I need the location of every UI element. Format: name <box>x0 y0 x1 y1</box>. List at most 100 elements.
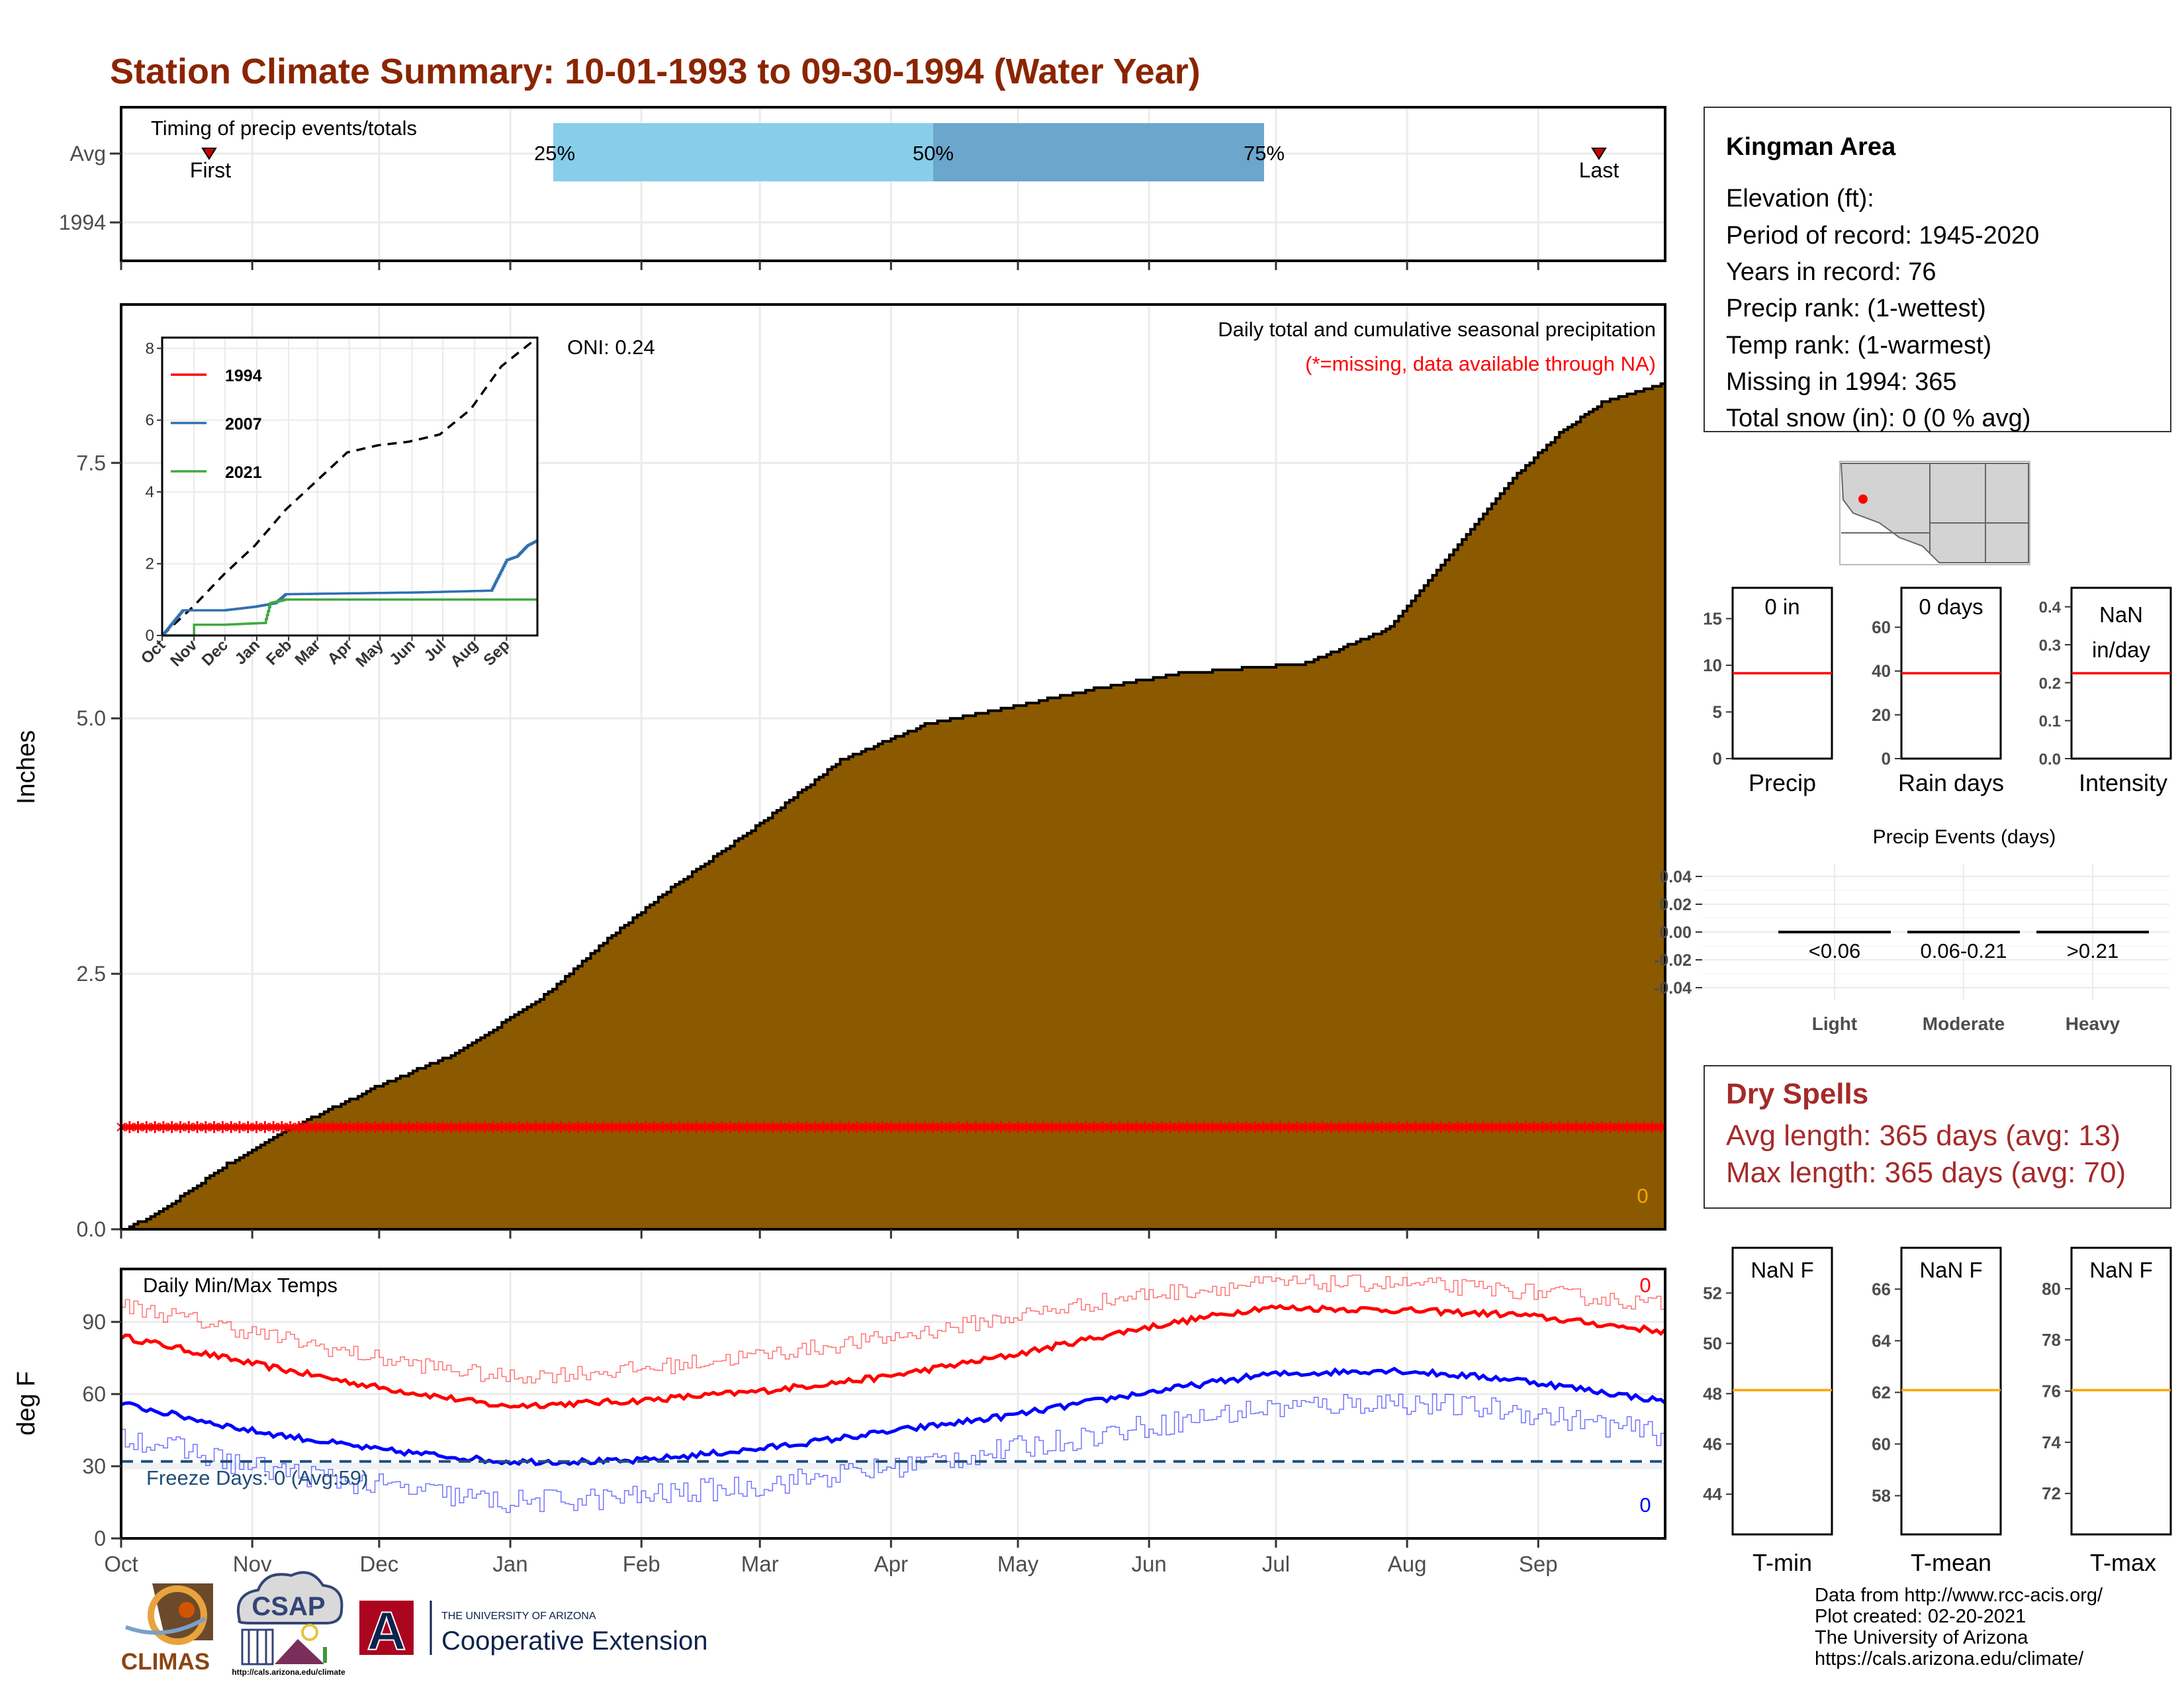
temp-y-axis-label: deg F <box>13 1371 40 1435</box>
mini-axis-tick: 48 <box>1703 1383 1722 1403</box>
events-y-tick: -0.04 <box>1654 979 1692 998</box>
inset-y-tick: 2 <box>146 555 154 573</box>
tmin-label: T-min <box>1752 1549 1812 1576</box>
csap-logo-text: CSAP <box>251 1592 325 1621</box>
credit-plot-created: Plot created: 02-20-2021 <box>1815 1606 2026 1627</box>
inset-x-tick: Jun <box>386 636 418 669</box>
month-tick-label: Jan <box>492 1552 527 1576</box>
station-location-marker <box>1858 494 1868 504</box>
station-missing: Missing in 1994: 365 <box>1726 368 1957 396</box>
page-title: Station Climate Summary: 10-01-1993 to 0… <box>110 52 1201 91</box>
rain-days-label: Rain days <box>1898 769 2004 796</box>
timing-bar-50-75 <box>933 123 1264 181</box>
inset-y-tick: 6 <box>146 412 154 430</box>
tmin-count: 0 <box>1639 1493 1651 1517</box>
mini-axis-tick: 52 <box>1703 1283 1722 1303</box>
station-snow: Total snow (in): 0 (0 % avg) <box>1726 404 2030 432</box>
timing-50-label: 50% <box>913 142 954 165</box>
mini-axis-tick: 74 <box>2042 1432 2061 1452</box>
ua-letter-icon: A <box>367 1601 406 1662</box>
timing-row-avg: Avg <box>69 142 106 165</box>
dry-spells-max: Max length: 365 days (avg: 70) <box>1726 1156 2126 1189</box>
inset-y-tick: 8 <box>146 340 154 357</box>
mini-axis-tick: 5 <box>1713 702 1722 722</box>
tmax-count: 0 <box>1639 1274 1651 1297</box>
precip-y-tick: 5.0 <box>77 706 106 730</box>
mini-axis-tick: 80 <box>2042 1279 2061 1299</box>
mini-axis-tick: 50 <box>1703 1333 1722 1353</box>
legend-2021: 2021 <box>225 463 262 482</box>
mini-axis-tick: 0.4 <box>2039 599 2062 617</box>
intensity-label: Intensity <box>2079 769 2167 796</box>
inset-y-tick: 0 <box>146 627 154 645</box>
inset-x-tick: Aug <box>447 636 481 671</box>
tmax-avg-line <box>120 1303 1666 1409</box>
mini-axis-tick: 78 <box>2042 1330 2061 1350</box>
temp-y-tick: 60 <box>82 1382 106 1406</box>
mini-precip-charts: 0 in Precip 0 5 10 15 0 days Rain days 0 20 4… <box>1703 586 2172 796</box>
temp-panel-label: Daily Min/Max Temps <box>143 1274 338 1297</box>
precip-y-tick: 2.5 <box>77 962 106 986</box>
events-y-tick: 0.00 <box>1659 923 1692 942</box>
temp-y-tick: 0 <box>94 1526 106 1550</box>
month-tick-label: Jun <box>1132 1552 1167 1576</box>
month-tick-label: Jul <box>1262 1552 1290 1576</box>
mini-axis-tick: 66 <box>1872 1279 1891 1299</box>
footer-credits: Data from http://www.rcc-acis.org/ Plot … <box>1815 1585 2103 1669</box>
temp-frame <box>120 1268 1666 1540</box>
temp-y-tick: 90 <box>82 1310 106 1334</box>
ua-logo: A THE UNIVERSITY OF ARIZONA Cooperative … <box>359 1601 707 1662</box>
tmean-value: NaN F <box>1919 1258 1982 1282</box>
event-cat-moderate: Moderate <box>1923 1013 2005 1034</box>
timing-75-label: 75% <box>1244 142 1285 165</box>
mini-axis-tick: 60 <box>1872 618 1891 637</box>
tmax-label: T-max <box>2090 1549 2156 1576</box>
csap-url: http://cals.arizona.edu/climate <box>232 1667 345 1677</box>
mini-axis-tick: 72 <box>2042 1483 2061 1503</box>
dry-spells-avg: Avg length: 365 days (avg: 13) <box>1726 1119 2120 1152</box>
mini-axis-tick: 76 <box>2042 1382 2061 1401</box>
tmin-value: NaN F <box>1751 1258 1813 1282</box>
credit-data-source: Data from http://www.rcc-acis.org/ <box>1815 1585 2103 1606</box>
tmin-avg-line <box>120 1366 1666 1466</box>
inset-2021-line <box>162 598 537 637</box>
event-range-heavy: >0.21 <box>2067 939 2118 962</box>
csap-logo: CSAP http://cals.arizona.edu/climate <box>232 1571 345 1677</box>
tmax-value: NaN F <box>2089 1258 2152 1282</box>
mini-axis-tick: 62 <box>1872 1382 1891 1402</box>
timing-25-label: 25% <box>534 142 575 165</box>
tmin-daily-line <box>121 1393 1666 1513</box>
month-tick-label: Oct <box>104 1552 138 1576</box>
climas-logo: CLIMAS <box>121 1583 213 1675</box>
precip-y-tick: 7.5 <box>77 451 106 475</box>
mini-axis-tick: 0.2 <box>2039 675 2061 692</box>
station-period: Period of record: 1945-2020 <box>1726 222 2039 250</box>
precip-y-tick: 0.0 <box>77 1217 106 1241</box>
inset-x-tick: Feb <box>263 636 295 669</box>
mini-axis-tick: 46 <box>1703 1434 1722 1454</box>
inset-x-tick: Apr <box>324 636 356 668</box>
month-tick-label: Apr <box>874 1552 908 1576</box>
missing-data-markers <box>116 1121 1666 1133</box>
mini-axis-tick: 40 <box>1872 661 1891 681</box>
station-years: Years in record: 76 <box>1726 258 1936 286</box>
mini-axis-tick: 0.3 <box>2039 637 2061 655</box>
timing-row-year: 1994 <box>59 211 106 234</box>
precip-panel: 0.0 2.5 5.0 7.5 Inches Daily total and cumu… <box>13 303 1666 1241</box>
inset-x-tick: Nov <box>167 636 201 671</box>
legend-1994: 1994 <box>225 367 262 385</box>
inset-y-tick: 4 <box>146 483 154 501</box>
temp-y-tick: 30 <box>82 1454 106 1478</box>
inset-x-tick: May <box>352 636 387 671</box>
precip-count-label: 0 <box>1637 1184 1648 1207</box>
month-tick-label: Aug <box>1388 1552 1427 1576</box>
cumulative-precip-area <box>121 381 1666 1231</box>
freeze-days-label: Freeze Days: 0 (Avg:59) <box>146 1466 368 1489</box>
inset-x-tick: Jul <box>421 636 450 665</box>
precip-caption: Daily total and cumulative seasonal prec… <box>1218 318 1656 341</box>
precip-events-chart: Precip Events (days) 0.04 0.02 0.00 -0.02 -0… <box>1654 826 2169 1034</box>
events-y-tick: -0.02 <box>1654 951 1692 970</box>
tmax-daily-line <box>121 1274 1666 1384</box>
